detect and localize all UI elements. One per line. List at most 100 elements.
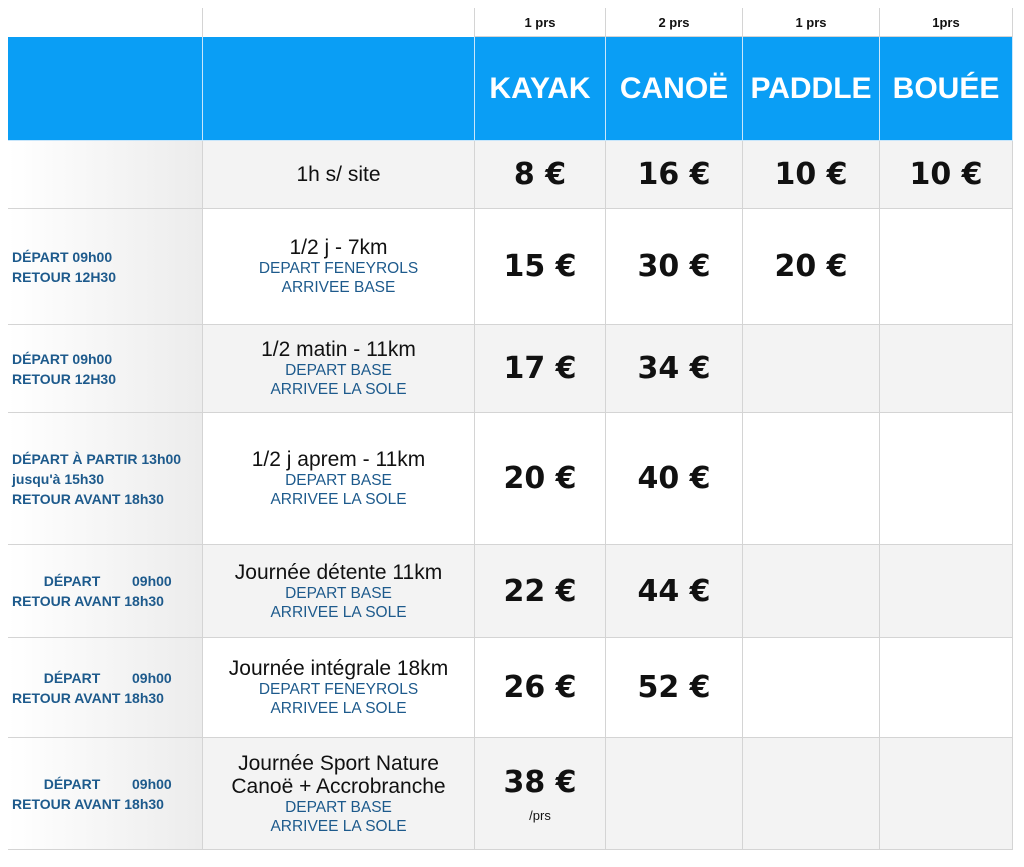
price-cell: 10 €	[880, 141, 1013, 209]
schedule-part: 09h00	[132, 669, 172, 686]
schedule-line: RETOUR 12H30	[12, 370, 117, 387]
price-cell	[606, 738, 743, 850]
schedule-part: 09h00	[132, 573, 172, 589]
price: 16 €	[637, 157, 711, 192]
schedule-line: DÉPART 09h00	[12, 248, 113, 265]
schedule-line: DÉPART 09h00	[12, 350, 113, 367]
product-cell: KAYAK	[475, 37, 606, 141]
capacity: 2 prs	[658, 14, 690, 30]
activity-cell: 1/2 matin - 11km DEPART BASE ARRIVEE LA SO…	[203, 325, 475, 413]
price-cell: 44 €	[606, 545, 743, 638]
route-line: ARRIVEE LA SOLE	[270, 817, 407, 835]
schedule-line: DÉPART À PARTIR 13h00	[12, 450, 182, 467]
schedule-part: DÉPART	[43, 775, 101, 792]
activity-name: Journée détente 11km	[234, 560, 443, 584]
price-cell: 20 €	[743, 209, 880, 325]
price-cell	[880, 738, 1013, 850]
activity-cell: 1h s/ site	[203, 141, 475, 209]
price-cell: 40 €	[606, 413, 743, 545]
capacity: 1prs	[932, 14, 960, 30]
route-line: DEPART BASE	[285, 798, 392, 816]
price-cell: 30 €	[606, 209, 743, 325]
price-cell	[743, 638, 880, 738]
schedule-part: DÉPART	[43, 573, 101, 589]
schedule-line: DÉPART 09h00	[12, 571, 172, 591]
activity-cell: 1/2 j - 7km DEPART FENEYROLS ARRIVEE BASE	[203, 209, 475, 325]
price-cell	[743, 413, 880, 545]
activity-name: 1/2 j aprem - 11km	[251, 448, 426, 471]
schedule-cell: DÉPART 09h00 RETOUR AVANT 18h30	[8, 738, 203, 850]
schedule-line: RETOUR AVANT 18h30	[12, 490, 164, 507]
capacity: 1 prs	[795, 14, 827, 30]
activity-name: 1/2 j - 7km	[289, 236, 388, 259]
route-line: ARRIVEE LA SOLE	[270, 700, 407, 717]
activity-cell: 1/2 j aprem - 11km DEPART BASE ARRIVEE LA …	[203, 413, 475, 545]
price-cell: 17 €	[475, 325, 606, 413]
schedule-line: jusqu'à 15h30	[12, 470, 105, 487]
schedule-line: RETOUR 12H30	[12, 268, 117, 285]
price: 20 €	[774, 249, 848, 284]
price: 44 €	[637, 573, 711, 609]
price: 38 €	[503, 764, 577, 800]
empty-cell	[203, 8, 475, 37]
price: 10 €	[774, 157, 848, 192]
route-line: DEPART BASE	[285, 472, 392, 489]
price: 34 €	[637, 351, 711, 386]
price-cell: 52 €	[606, 638, 743, 738]
activity-name: Journée Sport Nature	[238, 751, 439, 775]
schedule-cell: DÉPART À PARTIR 13h00 jusqu'à 15h30 RETOUR…	[8, 413, 203, 545]
price-cell: 10 €	[743, 141, 880, 209]
price-cell	[880, 413, 1013, 545]
price-cell: 20 €	[475, 413, 606, 545]
price-note: /prs	[529, 807, 551, 823]
product-cell: PADDLE	[743, 37, 880, 141]
price-cell: 38 € /prs	[475, 738, 606, 850]
capacity-cell: 1 prs	[475, 8, 606, 37]
schedule-line: DÉPART 09h00	[12, 668, 172, 688]
activity-cell: Journée détente 11km DEPART BASE ARRIVEE L…	[203, 545, 475, 638]
price-cell	[880, 545, 1013, 638]
header-cell	[8, 37, 203, 141]
price: 17 €	[503, 351, 577, 386]
capacity-cell: 1 prs	[743, 8, 880, 37]
activity-cell: Journée Sport Nature Canoë + Accrobranche…	[203, 738, 475, 850]
product-name: PADDLE	[750, 71, 872, 105]
price-cell: 26 €	[475, 638, 606, 738]
price: 15 €	[503, 249, 577, 284]
price-cell	[880, 638, 1013, 738]
route-line: ARRIVEE BASE	[281, 279, 396, 296]
price-cell	[880, 325, 1013, 413]
schedule-cell: DÉPART 09h00 RETOUR 12H30	[8, 209, 203, 325]
price-cell	[743, 325, 880, 413]
price-cell: 22 €	[475, 545, 606, 638]
price: 8 €	[513, 157, 567, 192]
product-name: BOUÉE	[892, 71, 1000, 105]
price: 20 €	[503, 461, 577, 496]
activity-cell: Journée intégrale 18km DEPART FENEYROLS AR…	[203, 638, 475, 738]
price-cell: 15 €	[475, 209, 606, 325]
route-line: ARRIVEE LA SOLE	[270, 491, 407, 508]
route-line: DEPART FENEYROLS	[258, 681, 419, 698]
header-cell	[203, 37, 475, 141]
price: 40 €	[637, 461, 711, 496]
route-line: ARRIVEE LA SOLE	[270, 603, 407, 621]
activity-name: 1h s/ site	[296, 163, 381, 186]
schedule-line: DÉPART 09h00	[12, 774, 172, 794]
capacity-cell: 1prs	[880, 8, 1013, 37]
route-line: DEPART BASE	[285, 584, 392, 602]
price-cell: 34 €	[606, 325, 743, 413]
product-cell: CANOË	[606, 37, 743, 141]
price: 22 €	[503, 573, 577, 609]
schedule-cell: DÉPART 09h00 RETOUR AVANT 18h30	[8, 638, 203, 738]
schedule-part: 09h00	[132, 775, 172, 792]
schedule-part: DÉPART	[43, 669, 101, 686]
price: 10 €	[909, 157, 983, 192]
price: 26 €	[503, 670, 577, 705]
price-cell	[743, 545, 880, 638]
capacity-cell: 2 prs	[606, 8, 743, 37]
product-name: KAYAK	[489, 71, 591, 105]
price-cell	[743, 738, 880, 850]
schedule-line: RETOUR AVANT 18h30	[12, 593, 164, 609]
activity-name: Canoë + Accrobranche	[231, 774, 446, 798]
route-line: DEPART BASE	[285, 362, 392, 379]
